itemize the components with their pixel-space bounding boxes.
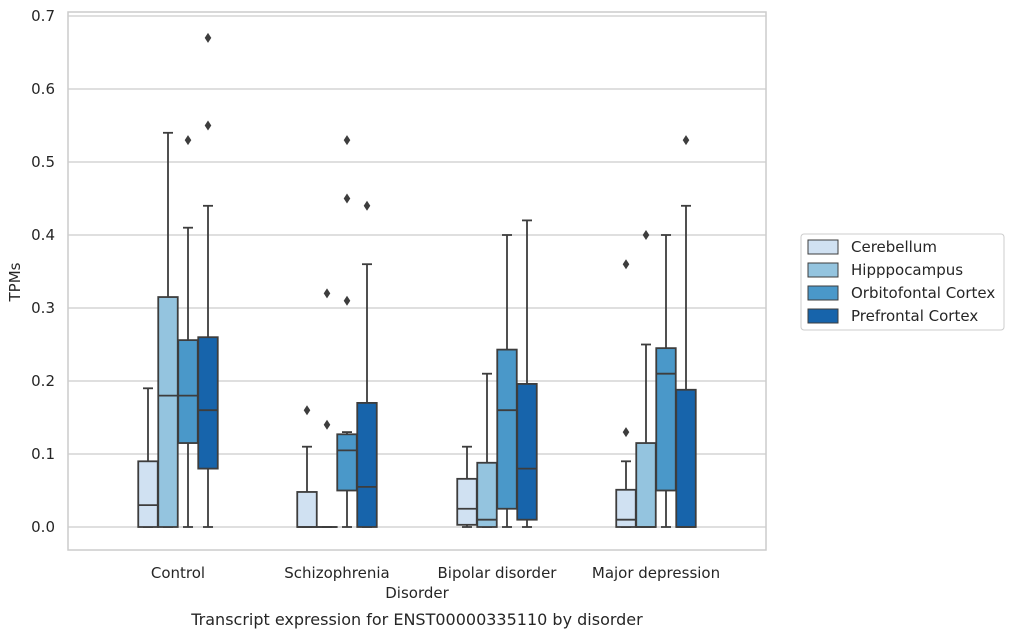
outlier-point <box>622 259 630 270</box>
legend-label: Prefrontal Cortex <box>851 307 978 325</box>
box-iqr <box>496 348 518 510</box>
y-tick-label: 0.6 <box>31 80 55 98</box>
box-cerebellum <box>296 405 318 528</box>
outlier-point <box>642 230 650 240</box>
legend-frame <box>800 233 1005 331</box>
box-cerebellum <box>615 259 637 528</box>
y-tick-label: 0.2 <box>31 372 55 390</box>
box-plot-series <box>137 32 697 528</box>
outlier-point <box>323 419 331 430</box>
box-iqr <box>177 339 199 444</box>
box-cerebellum <box>137 387 159 528</box>
box-iqr <box>476 461 498 528</box>
y-tick-label: 0.7 <box>31 7 55 25</box>
x-tick-label: Bipolar disorder <box>438 564 558 582</box>
box-iqr <box>615 488 637 528</box>
outlier-point <box>343 193 351 204</box>
x-axis-ticks: Control Schizophrenia Bipolar disorder Majo… <box>151 564 720 582</box>
box-iqr <box>655 347 677 492</box>
box-orbitofontal-cortex <box>336 135 358 528</box>
outlier-point <box>204 32 212 43</box>
y-axis-label: TPMs <box>6 262 24 302</box>
x-tick-label: Major depression <box>592 564 720 582</box>
box-iqr <box>336 433 358 492</box>
box-orbitofontal-cortex <box>496 234 518 528</box>
y-tick-label: 0.1 <box>31 445 55 463</box>
box-prefrontal-cortex <box>356 200 378 528</box>
legend-swatch <box>807 308 839 324</box>
legend-swatch <box>807 239 839 255</box>
box-hipppocampus <box>476 372 498 528</box>
box-orbitofontal-cortex <box>655 234 677 528</box>
box-iqr <box>356 401 378 528</box>
box-iqr <box>296 491 318 528</box>
outlier-point <box>303 405 311 416</box>
box-hipppocampus <box>316 288 338 528</box>
box-iqr <box>157 296 179 528</box>
legend-swatch <box>807 262 839 278</box>
box-iqr <box>516 383 538 521</box>
y-tick-label: 0.4 <box>31 226 55 244</box>
box-iqr <box>197 336 219 470</box>
legend-label: Cerebellum <box>851 238 937 256</box>
box-iqr <box>137 460 159 528</box>
x-tick-label: Schizophrenia <box>284 564 389 582</box>
box-iqr <box>635 442 657 528</box>
box-prefrontal-cortex <box>197 32 219 528</box>
box-orbitofontal-cortex <box>177 135 199 528</box>
y-tick-label: 0.5 <box>31 153 55 171</box>
y-tick-label: 0.0 <box>31 518 55 536</box>
box-hipppocampus <box>635 230 657 528</box>
y-axis-ticks: 0.0 0.1 0.2 0.3 0.4 0.5 0.6 0.7 <box>31 7 55 536</box>
outlier-point <box>363 200 371 211</box>
legend-label: Hipppocampus <box>851 261 963 279</box>
chart-caption: Transcript expression for ENST0000033511… <box>190 610 643 629</box>
outlier-point <box>204 120 212 131</box>
y-tick-label: 0.3 <box>31 299 55 317</box>
outlier-point <box>323 288 331 299</box>
box-hipppocampus <box>157 131 179 528</box>
x-tick-label: Control <box>151 564 205 582</box>
legend: Cerebellum Hipppocampus Orbitofontal Corte… <box>800 233 1005 331</box>
box-iqr <box>456 477 478 526</box>
outlier-point <box>622 427 630 438</box>
x-axis-label: Disorder <box>385 584 449 602</box>
box-cerebellum <box>456 445 478 528</box>
box-prefrontal-cortex <box>675 135 697 528</box>
box-prefrontal-cortex <box>516 219 538 528</box>
legend-label: Orbitofontal Cortex <box>851 284 995 302</box>
outlier-point <box>343 295 351 306</box>
outlier-point <box>184 135 192 146</box>
box-iqr <box>675 388 697 528</box>
outlier-point <box>343 135 351 146</box>
outlier-point <box>682 135 690 146</box>
legend-swatch <box>807 285 839 301</box>
plot-frame <box>67 11 767 551</box>
